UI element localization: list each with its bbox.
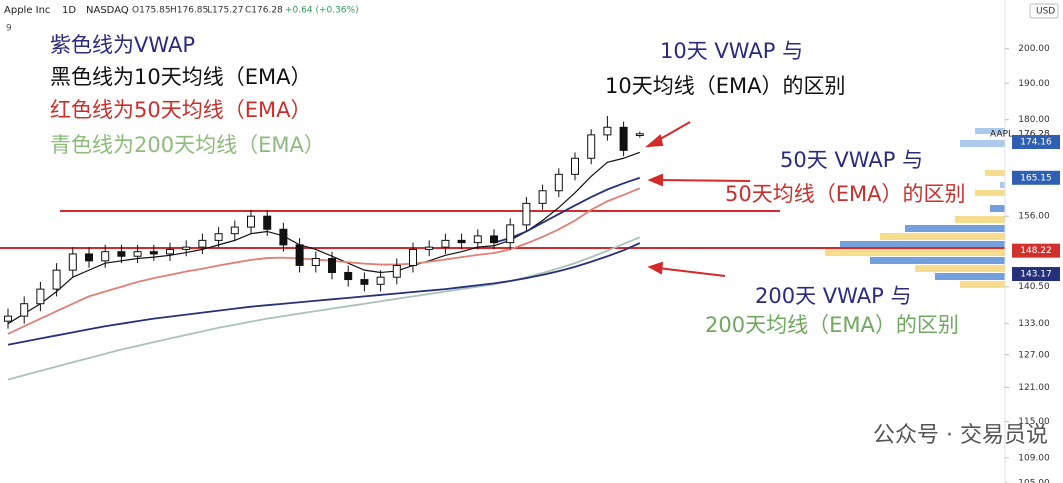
annotation: 10天 VWAP 与 xyxy=(660,39,803,63)
indicator-line xyxy=(7,236,641,381)
candle-body xyxy=(68,253,77,271)
last-price: 176.28 xyxy=(1018,129,1050,139)
price-tag xyxy=(1012,170,1060,185)
y-tick-label: 133.00 xyxy=(1018,319,1050,329)
candle-body xyxy=(376,276,385,285)
annotation: 200天均线（EMA）的区别 xyxy=(705,313,959,337)
candle-body xyxy=(490,235,498,244)
candle-body xyxy=(85,253,93,262)
annotation: 200天 VWAP 与 xyxy=(755,284,911,308)
annotation: 10天均线（EMA）的区别 xyxy=(605,74,845,98)
indicator-count: 9 xyxy=(6,24,12,34)
candle-body xyxy=(295,244,304,266)
candle-body xyxy=(409,248,417,266)
candle-body xyxy=(36,288,45,305)
annotation: 红色线为50天均线（EMA） xyxy=(50,98,311,122)
candle-body xyxy=(20,303,29,317)
annotation: 黑色线为10天均线（EMA） xyxy=(50,65,311,89)
candle-body xyxy=(635,133,644,136)
candle-body xyxy=(117,251,126,257)
price-tag-label: 174.16 xyxy=(1020,137,1052,147)
currency-box xyxy=(1029,3,1059,19)
candle-body xyxy=(587,134,596,159)
candle-body xyxy=(214,233,223,241)
candle-body xyxy=(571,157,579,175)
candle-body xyxy=(619,126,628,151)
interval: 1D xyxy=(62,5,76,16)
candle-body xyxy=(279,228,288,246)
price-tag-label: 165.15 xyxy=(1020,173,1052,183)
price-tag-label: 148.22 xyxy=(1020,246,1052,256)
watermark: 公众号 · 交易员说 xyxy=(873,423,1048,448)
price-tag xyxy=(1012,134,1060,149)
candle-body xyxy=(247,215,255,228)
indicator-line xyxy=(7,242,641,346)
y-tick-label: 200.00 xyxy=(1018,44,1050,54)
y-tick-label: 105.00 xyxy=(1018,479,1050,483)
y-tick-label: 140.50 xyxy=(1018,282,1050,292)
annotation: 紫色线为VWAP xyxy=(50,33,195,57)
candle-body xyxy=(441,239,450,248)
candle-body xyxy=(603,126,612,136)
ohlc-value: O175.85 xyxy=(132,6,171,16)
y-tick-label: 109.00 xyxy=(1018,453,1050,463)
candle-body xyxy=(149,251,158,255)
candle-body xyxy=(506,224,515,244)
exchange: NASDAQ xyxy=(86,5,129,16)
price-tag xyxy=(1012,243,1060,258)
y-tick-label: 156.00 xyxy=(1018,212,1050,222)
annotation: 青色线为200天均线（EMA） xyxy=(50,133,325,157)
candle-body xyxy=(392,264,401,278)
candle-body xyxy=(457,239,466,244)
candle-body xyxy=(344,271,353,281)
indicator-line xyxy=(7,151,641,325)
y-tick-label: 190.00 xyxy=(1018,79,1050,89)
y-tick-label: 115.00 xyxy=(1018,417,1050,427)
ohlc-value: C176.28 xyxy=(245,6,283,16)
candle-body xyxy=(538,190,547,204)
candle-body xyxy=(230,226,239,235)
symbol-tag: AAPL xyxy=(990,129,1013,139)
candle-body xyxy=(198,239,207,248)
candle-body xyxy=(52,269,61,290)
ohlc-value: H176.85 xyxy=(170,6,208,16)
indicator-line xyxy=(493,176,641,244)
candle-body xyxy=(554,173,563,192)
price-tag-label: 143.17 xyxy=(1020,270,1052,280)
annotation: 50天均线（EMA）的区别 xyxy=(725,182,965,206)
currency: USD xyxy=(1036,7,1055,17)
symbol-title: Apple Inc xyxy=(4,5,50,16)
price-tag xyxy=(1012,267,1060,282)
y-tick-label: 180.00 xyxy=(1018,115,1050,125)
candle-body xyxy=(311,258,320,266)
candle-body xyxy=(360,279,369,285)
candle-body xyxy=(425,246,434,250)
arrows xyxy=(644,121,751,277)
candle-body xyxy=(182,246,191,250)
candle-body xyxy=(522,202,531,226)
candle-body xyxy=(4,315,12,322)
candle-body xyxy=(101,251,110,262)
indicator-line xyxy=(7,187,641,335)
ohlc-value: +0.64 (+0.36%) xyxy=(285,6,359,16)
volume-profile xyxy=(825,128,1005,288)
candle-body xyxy=(473,235,482,244)
annotation: 50天 VWAP 与 xyxy=(780,148,923,172)
y-tick-label: 127.00 xyxy=(1018,350,1050,360)
candle-body xyxy=(263,215,272,230)
candle-body xyxy=(166,248,174,255)
candle-body xyxy=(133,251,142,257)
ohlc-value: L175.27 xyxy=(207,6,244,16)
y-tick-label: 121.00 xyxy=(1018,383,1050,393)
candle-body xyxy=(328,258,336,273)
